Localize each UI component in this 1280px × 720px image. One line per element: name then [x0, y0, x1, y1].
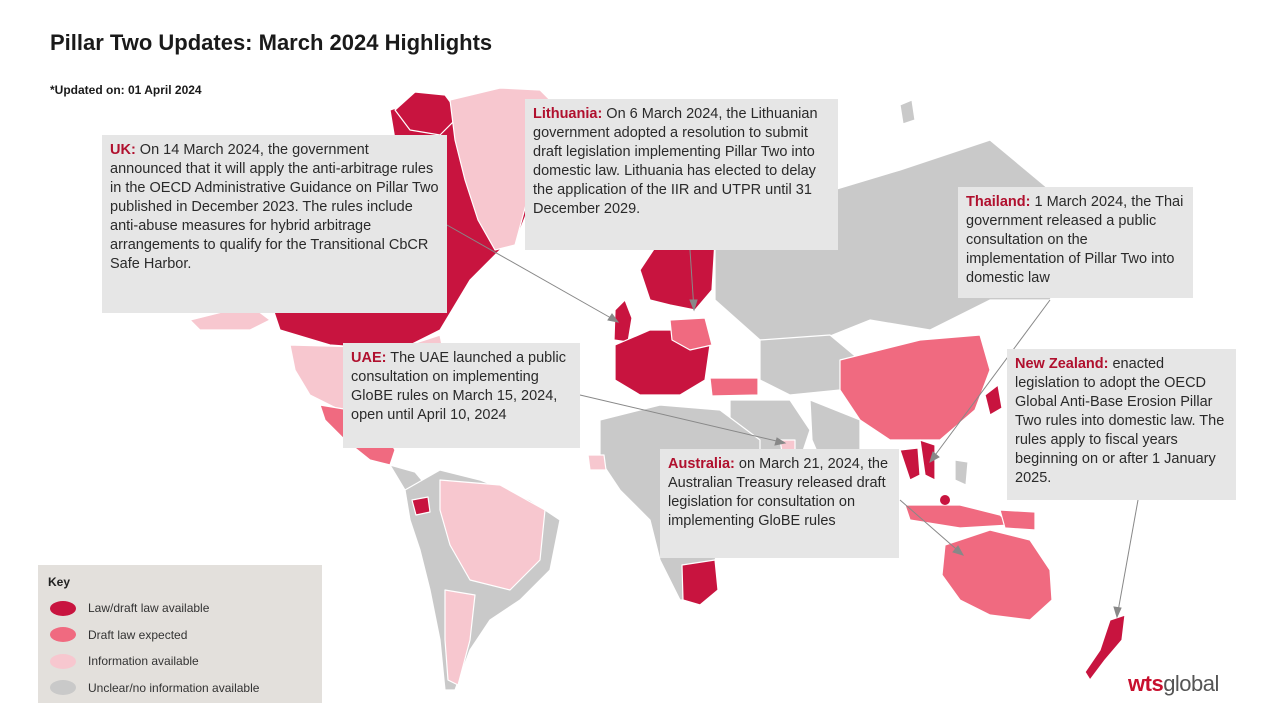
region-vietnam: [919, 439, 936, 481]
pointer-australia: [899, 499, 964, 556]
pointer-thailand: [929, 299, 1051, 463]
region-brazil: [439, 479, 546, 591]
callout-thailand-country: Thailand:: [966, 194, 1031, 210]
region-turkey: [709, 377, 759, 397]
callout-uk-country: UK:: [110, 142, 136, 158]
key-item-law: Law/draft law available: [48, 595, 312, 622]
callout-australia-country: Australia:: [668, 456, 735, 472]
callout-new-zealand-text: enacted legislation to adopt the OECD Gl…: [1015, 356, 1225, 486]
callout-uae-text: The UAE launched a public consultation o…: [351, 350, 566, 423]
page-title: Pillar Two Updates: March 2024 Highlight…: [50, 30, 493, 55]
key-label-info: Information available: [88, 654, 199, 669]
callout-lithuania: Lithuania: On 6 March 2024, the Lithuani…: [525, 99, 838, 250]
key-item-info: Information available: [48, 648, 312, 675]
region-south-africa: [681, 559, 719, 606]
region-ecuador: [411, 496, 431, 516]
pointer-new-zealand: [1116, 499, 1139, 618]
region-indonesia: [904, 504, 1011, 529]
pointer-uae: [579, 394, 786, 444]
region-png: [999, 509, 1036, 531]
callout-new-zealand: New Zealand: enacted legislation to adop…: [1007, 349, 1236, 500]
region-thailand: [899, 447, 921, 481]
callout-thailand-text: 1 March 2024, the Thai government releas…: [966, 194, 1184, 286]
callout-australia-text: on March 21, 2024, the Australian Treasu…: [668, 456, 889, 529]
key-swatch-law: [50, 600, 76, 616]
wts-global-logo: wtsglobal: [1128, 671, 1219, 697]
updated-date: *Updated on: 01 April 2024: [50, 83, 202, 97]
callout-new-zealand-country: New Zealand:: [1015, 356, 1109, 372]
key-label-unclear: Unclear/no information available: [88, 680, 260, 695]
key-item-unclear: Unclear/no information available: [48, 675, 312, 702]
region-australia: [941, 529, 1053, 621]
callout-uae: UAE: The UAE launched a public consultat…: [343, 343, 580, 448]
region-new-zealand: [1084, 614, 1126, 681]
region-argentina: [444, 589, 476, 686]
region-china: [839, 334, 991, 441]
pointer-uk: [446, 224, 619, 323]
region-north-africa-info: [587, 454, 607, 471]
region-svalbard: [899, 99, 916, 125]
callout-uk-text: On 14 March 2024, the government announc…: [110, 142, 439, 272]
key-swatch-unclear: [50, 680, 76, 696]
callout-lithuania-text: On 6 March 2024, the Lithuanian governme…: [533, 106, 818, 217]
map-key: Key Law/draft law available Draft law ex…: [38, 565, 322, 703]
region-philippines: [954, 459, 969, 486]
key-swatch-info: [50, 653, 76, 669]
key-swatch-draft: [50, 627, 76, 643]
marker-indonesia-dot: [940, 495, 950, 505]
logo-wts: wts: [1128, 671, 1164, 696]
logo-global: global: [1163, 671, 1219, 696]
key-label-draft: Draft law expected: [88, 627, 188, 642]
callout-thailand: Thailand: 1 March 2024, the Thai governm…: [958, 187, 1193, 298]
key-label-law: Law/draft law available: [88, 601, 210, 616]
callout-australia: Australia: on March 21, 2024, the Austra…: [660, 449, 899, 558]
callout-lithuania-country: Lithuania:: [533, 106, 603, 122]
region-eastern-europe: [669, 317, 713, 351]
callout-uae-country: UAE:: [351, 350, 387, 366]
region-japan: [984, 384, 1003, 416]
callout-uk: UK: On 14 March 2024, the government ann…: [102, 135, 447, 313]
key-title: Key: [48, 575, 71, 589]
key-item-draft: Draft law expected: [48, 622, 312, 649]
region-uk: [613, 299, 633, 343]
